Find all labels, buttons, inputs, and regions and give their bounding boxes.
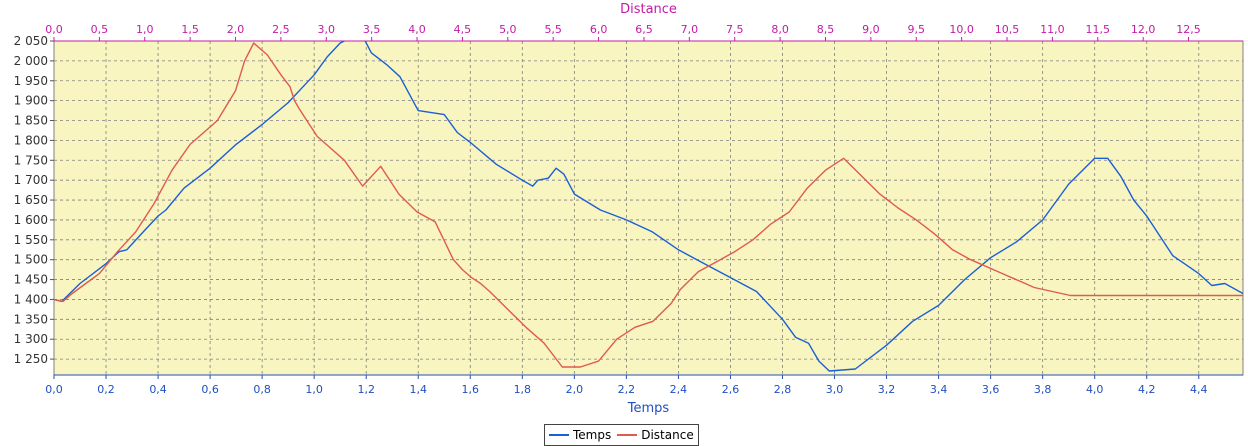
y-tick-label: 1 650 — [14, 193, 48, 207]
x-top-tick-label: 2,0 — [227, 23, 245, 36]
x-top-tick-label: 11,5 — [1086, 23, 1111, 36]
y-tick-label: 1 600 — [14, 213, 48, 227]
x-axis-bottom-title: Temps — [627, 401, 670, 416]
y-tick-label: 1 950 — [14, 74, 48, 88]
x-top-tick-label: 6,0 — [590, 23, 608, 36]
x-axis-bottom: 0,0 0,2 0,4 0,6 0,8 1,0 1,2 1,4 1,6 1,8 2,0 2,2 2,4 2… — [45, 374, 1243, 396]
x-top-tick-label: 3,5 — [363, 23, 381, 36]
y-tick-label: 1 850 — [14, 114, 48, 128]
x-top-tick-label: 4,0 — [408, 23, 426, 36]
x-top-tick-label: 9,0 — [862, 23, 880, 36]
y-tick-label: 1 700 — [14, 173, 48, 187]
y-tick-label: 1 300 — [14, 332, 48, 346]
x-bottom-tick-label: 1,8 — [514, 383, 532, 396]
x-bottom-tick-label: 0,6 — [201, 383, 219, 396]
x-bottom-tick-label: 1,6 — [462, 383, 480, 396]
plot-area — [53, 40, 1244, 376]
x-top-tick-label: 11,0 — [1040, 23, 1065, 36]
y-tick-label: 1 250 — [14, 352, 48, 366]
legend-item-distance: Distance — [617, 428, 694, 442]
y-tick-label: 1 500 — [14, 253, 48, 267]
y-tick-label: 1 800 — [14, 133, 48, 147]
x-bottom-tick-label: 0,4 — [149, 383, 167, 396]
x-bottom-tick-label: 3,8 — [1034, 383, 1052, 396]
x-axis-top: 0,0 0,5 1,0 1,5 2,0 2,5 3,0 3,5 4,0 4,5 5,0 5,5 6,0 6… — [45, 23, 1243, 42]
x-bottom-tick-label: 3,2 — [878, 383, 896, 396]
x-top-tick-label: 10,0 — [949, 23, 974, 36]
x-bottom-tick-label: 4,2 — [1138, 383, 1156, 396]
x-top-tick-label: 7,0 — [681, 23, 699, 36]
x-bottom-tick-label: 1,4 — [409, 383, 427, 396]
x-top-tick-label: 3,0 — [318, 23, 336, 36]
x-top-tick-label: 9,5 — [908, 23, 926, 36]
x-top-tick-label: 8,0 — [771, 23, 789, 36]
x-bottom-tick-label: 2,0 — [566, 383, 584, 396]
x-top-tick-label: 2,5 — [272, 23, 290, 36]
series-line-distance — [54, 42, 1243, 368]
x-bottom-tick-label: 2,4 — [670, 383, 688, 396]
y-tick-label: 1 550 — [14, 233, 48, 247]
y-tick-label: 1 400 — [14, 292, 48, 306]
x-bottom-tick-label: 3,4 — [930, 383, 948, 396]
x-top-tick-label: 4,5 — [454, 23, 472, 36]
y-tick-label: 2 000 — [14, 54, 48, 68]
y-tick-label: 1 450 — [14, 273, 48, 287]
x-top-tick-label: 1,5 — [181, 23, 199, 36]
x-top-tick-label: 8,5 — [817, 23, 835, 36]
x-top-tick-label: 0,0 — [45, 23, 63, 36]
y-tick-label: 2 050 — [14, 34, 48, 48]
x-bottom-tick-label: 3,6 — [982, 383, 1000, 396]
series-layer — [54, 41, 1243, 372]
legend-item-temps: Temps — [549, 428, 611, 442]
x-top-tick-label: 5,5 — [544, 23, 562, 36]
x-axis-top-title: Distance — [620, 2, 677, 17]
x-top-tick-label: 7,5 — [726, 23, 744, 36]
x-bottom-tick-label: 2,8 — [774, 383, 792, 396]
legend-swatch-temps — [549, 434, 569, 436]
y-axis: 1 250 1 300 1 350 1 400 1 450 1 500 1 550 1 600… — [14, 34, 54, 366]
x-top-tick-label: 6,5 — [635, 23, 653, 36]
legend-swatch-distance — [617, 434, 638, 436]
x-bottom-tick-label: 2,6 — [722, 383, 740, 396]
x-bottom-tick-label: 1,0 — [305, 383, 323, 396]
legend-label-temps: Temps — [573, 428, 612, 442]
series-line-temps — [54, 41, 1243, 372]
y-tick-label: 1 350 — [14, 312, 48, 326]
x-bottom-tick-label: 3,0 — [826, 383, 844, 396]
x-top-tick-label: 0,5 — [91, 23, 109, 36]
x-bottom-tick-label: 0,8 — [253, 383, 271, 396]
legend-label-distance: Distance — [641, 428, 694, 442]
x-top-tick-label: 10,5 — [995, 23, 1020, 36]
x-bottom-tick-label: 0,0 — [45, 383, 63, 396]
x-top-tick-label: 1,0 — [136, 23, 154, 36]
x-bottom-tick-label: 0,2 — [97, 383, 115, 396]
x-bottom-tick-label: 2,2 — [618, 383, 636, 396]
legend: Temps Distance — [544, 424, 699, 446]
x-top-tick-label: 12,5 — [1176, 23, 1201, 36]
y-tick-label: 1 900 — [14, 94, 48, 108]
y-tick-label: 1 750 — [14, 153, 48, 167]
x-bottom-tick-label: 1,2 — [357, 383, 375, 396]
x-top-tick-label: 12,0 — [1131, 23, 1156, 36]
x-top-tick-label: 5,0 — [499, 23, 517, 36]
x-bottom-tick-label: 4,4 — [1190, 383, 1208, 396]
x-bottom-tick-label: 4,0 — [1086, 383, 1104, 396]
